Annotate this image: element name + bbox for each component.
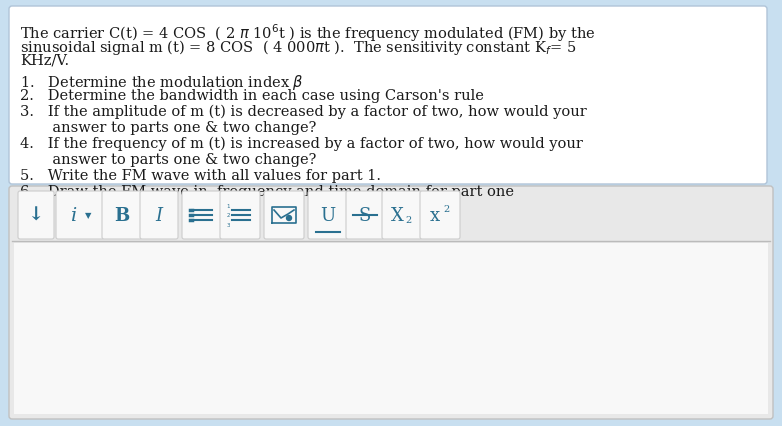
Text: 2: 2 xyxy=(443,205,449,214)
Text: x: x xyxy=(430,207,440,225)
Text: The carrier C(t) = 4 COS  ( 2 $\pi$ 10$^6$t ) is the frequency modulated (FM) by: The carrier C(t) = 4 COS ( 2 $\pi$ 10$^6… xyxy=(20,22,596,43)
FancyBboxPatch shape xyxy=(9,7,767,184)
Text: 3.   If the amplitude of m (t) is decreased by a factor of two, how would your: 3. If the amplitude of m (t) is decrease… xyxy=(20,105,586,119)
Text: sinusoidal signal m (t) = 8 COS  ( 4 000$\pi$t ).  The sensitivity constant K$_f: sinusoidal signal m (t) = 8 COS ( 4 000$… xyxy=(20,38,576,57)
FancyBboxPatch shape xyxy=(140,192,178,239)
Text: 6.   Draw the FM wave in  frequency and time domain for part one: 6. Draw the FM wave in frequency and tim… xyxy=(20,184,514,199)
FancyBboxPatch shape xyxy=(382,192,422,239)
FancyBboxPatch shape xyxy=(182,192,222,239)
FancyBboxPatch shape xyxy=(14,243,768,414)
Text: 2: 2 xyxy=(406,216,412,225)
Text: I: I xyxy=(156,207,163,225)
FancyBboxPatch shape xyxy=(264,192,304,239)
Text: ↓: ↓ xyxy=(28,207,45,225)
FancyBboxPatch shape xyxy=(9,187,773,419)
FancyBboxPatch shape xyxy=(220,192,260,239)
FancyBboxPatch shape xyxy=(346,192,384,239)
Text: 1
2
3: 1 2 3 xyxy=(226,203,230,228)
Text: KHz/V.: KHz/V. xyxy=(20,54,69,68)
FancyBboxPatch shape xyxy=(102,192,142,239)
FancyBboxPatch shape xyxy=(56,192,104,239)
Text: i: i xyxy=(70,207,76,225)
Text: X: X xyxy=(390,207,404,225)
FancyBboxPatch shape xyxy=(18,192,54,239)
FancyBboxPatch shape xyxy=(308,192,348,239)
Circle shape xyxy=(286,216,292,221)
Text: S: S xyxy=(359,207,371,225)
Text: ▼: ▼ xyxy=(84,211,91,220)
FancyBboxPatch shape xyxy=(420,192,460,239)
Text: B: B xyxy=(114,207,130,225)
Text: 5.   Write the FM wave with all values for part 1.: 5. Write the FM wave with all values for… xyxy=(20,169,381,183)
Text: 4.   If the frequency of m (t) is increased by a factor of two, how would your: 4. If the frequency of m (t) is increase… xyxy=(20,137,583,151)
Text: 1.   Determine the modulation index $\beta$: 1. Determine the modulation index $\beta… xyxy=(20,73,304,92)
Text: answer to parts one & two change?: answer to parts one & two change? xyxy=(20,153,317,167)
Text: answer to parts one & two change?: answer to parts one & two change? xyxy=(20,121,317,135)
Text: U: U xyxy=(321,207,335,225)
Text: 2.   Determine the bandwidth in each case using Carson's rule: 2. Determine the bandwidth in each case … xyxy=(20,89,484,103)
